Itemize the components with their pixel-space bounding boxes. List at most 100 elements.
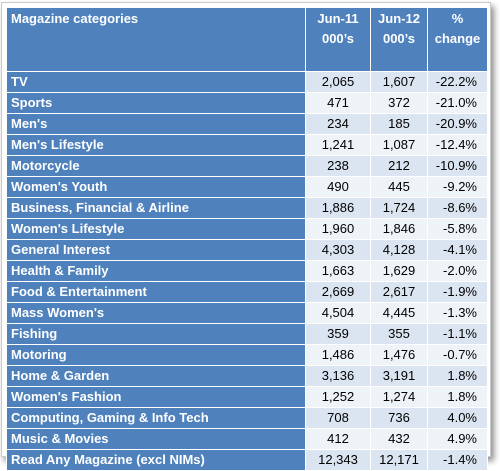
table-row: Health & Family 1,663 1,629 -2.0% [6,260,488,282]
row-change-value: -22.2% [427,71,488,93]
row-jun11-value: 471 [305,92,371,114]
row-jun11-value: 490 [305,176,371,198]
table-row: Men's Lifestyle 1,241 1,087 -12.4% [6,134,488,156]
row-change-value: -9.2% [427,176,488,198]
header-jun11-line1: Jun-11 [317,11,359,26]
row-jun12-value: 2,617 [370,281,428,303]
header-jun12: Jun-12 000’s [370,7,428,72]
row-category: Read Any Magazine (excl NIMs) [6,449,306,471]
magazine-readership-table: Magazine categories Jun-11 000’s Jun-12 … [6,7,488,471]
header-jun11-line2: 000’s [321,31,355,46]
table-row: Men's 234 185 -20.9% [6,113,488,135]
header-change-line1: % [451,11,464,26]
row-jun12-value: 1,607 [370,71,428,93]
row-change-value: 1.8% [427,386,488,408]
row-category: Women's Fashion [6,386,306,408]
table-row: Mass Women's 4,504 4,445 -1.3% [6,302,488,324]
row-jun12-value: 432 [370,428,428,450]
row-jun12-value: 1,274 [370,386,428,408]
row-change-value: -10.9% [427,155,488,177]
table-row: Business, Financial & Airline 1,886 1,724-… [6,197,488,219]
row-jun12-value: 185 [370,113,428,135]
row-jun12-value: 1,087 [370,134,428,156]
table-row: Motoring 1,486 1,476 -0.7% [6,344,488,366]
header-jun12-line2: 000’s [382,31,416,46]
row-jun12-value: 1,846 [370,218,428,240]
table-frame: Magazine categories Jun-11 000’s Jun-12 … [1,2,491,471]
row-jun11-value: 12,343 [305,449,371,471]
row-change-value: -21.0% [427,92,488,114]
row-jun11-value: 3,136 [305,365,371,387]
row-change-value: 4.9% [427,428,488,450]
row-jun12-value: 1,476 [370,344,428,366]
row-category: Fishing [6,323,306,345]
row-category: Music & Movies [6,428,306,450]
row-category: Mass Women's [6,302,306,324]
row-jun12-value: 372 [370,92,428,114]
table-row: Fishing 359 355 -1.1% [6,323,488,345]
row-jun12-value: 3,191 [370,365,428,387]
row-category: Business, Financial & Airline [6,197,306,219]
table-row: Music & Movies 412 432 4.9% [6,428,488,450]
row-change-value: -4.1% [427,239,488,261]
table-row: Read Any Magazine (excl NIMs) 12,343 12,17… [6,449,488,471]
header-category: Magazine categories [6,7,306,72]
table-row: Women's Fashion 1,252 1,274 1.8% [6,386,488,408]
row-jun12-value: 4,128 [370,239,428,261]
row-change-value: -20.9% [427,113,488,135]
row-jun12-value: 1,724 [370,197,428,219]
row-change-value: 1.8% [427,365,488,387]
row-category: General Interest [6,239,306,261]
table-row: Women's Lifestyle 1,960 1,846 -5.8% [6,218,488,240]
row-category: Home & Garden [6,365,306,387]
row-category: Sports [6,92,306,114]
row-category: Food & Entertainment [6,281,306,303]
row-change-value: -1.4% [427,449,488,471]
table-row: Sports 471 372 -21.0% [6,92,488,114]
table-row: Computing, Gaming & Info Tech 708 736 4.0% [6,407,488,429]
row-change-value: 4.0% [427,407,488,429]
row-category: Women's Lifestyle [6,218,306,240]
header-jun12-line1: Jun-12 [378,11,420,26]
header-change: % change [427,7,488,72]
header-change-line2: change [434,31,481,46]
row-jun11-value: 708 [305,407,371,429]
row-jun12-value: 445 [370,176,428,198]
row-jun11-value: 238 [305,155,371,177]
row-category: Men's Lifestyle [6,134,306,156]
header-row: Magazine categories Jun-11 000’s Jun-12 … [6,7,488,72]
row-jun11-value: 1,486 [305,344,371,366]
row-change-value: -0.7% [427,344,488,366]
row-jun11-value: 2,065 [305,71,371,93]
row-jun11-value: 1,663 [305,260,371,282]
table-row: Food & Entertainment 2,669 2,617 -1.9% [6,281,488,303]
row-category: Men's [6,113,306,135]
row-change-value: -8.6% [427,197,488,219]
row-change-value: -12.4% [427,134,488,156]
row-jun12-value: 12,171 [370,449,428,471]
row-jun11-value: 412 [305,428,371,450]
table-row: Home & Garden 3,136 3,191 1.8% [6,365,488,387]
header-jun11: Jun-11 000’s [305,7,371,72]
row-category: TV [6,71,306,93]
table-body: TV 2,065 1,607 -22.2% Sports 471 372 -21.0% Men'… [6,71,488,471]
row-change-value: -1.9% [427,281,488,303]
row-category: Motoring [6,344,306,366]
row-jun12-value: 355 [370,323,428,345]
row-jun11-value: 359 [305,323,371,345]
row-category: Women's Youth [6,176,306,198]
row-jun11-value: 234 [305,113,371,135]
row-change-value: -1.3% [427,302,488,324]
row-jun11-value: 2,669 [305,281,371,303]
row-jun12-value: 212 [370,155,428,177]
row-category: Health & Family [6,260,306,282]
row-jun11-value: 1,252 [305,386,371,408]
row-change-value: -5.8% [427,218,488,240]
table-row: Women's Youth 490 445 -9.2% [6,176,488,198]
row-category: Motorcycle [6,155,306,177]
row-category: Computing, Gaming & Info Tech [6,407,306,429]
row-jun11-value: 4,504 [305,302,371,324]
table-row: General Interest 4,303 4,128 -4.1% [6,239,488,261]
row-change-value: -2.0% [427,260,488,282]
table-row: TV 2,065 1,607 -22.2% [6,71,488,93]
